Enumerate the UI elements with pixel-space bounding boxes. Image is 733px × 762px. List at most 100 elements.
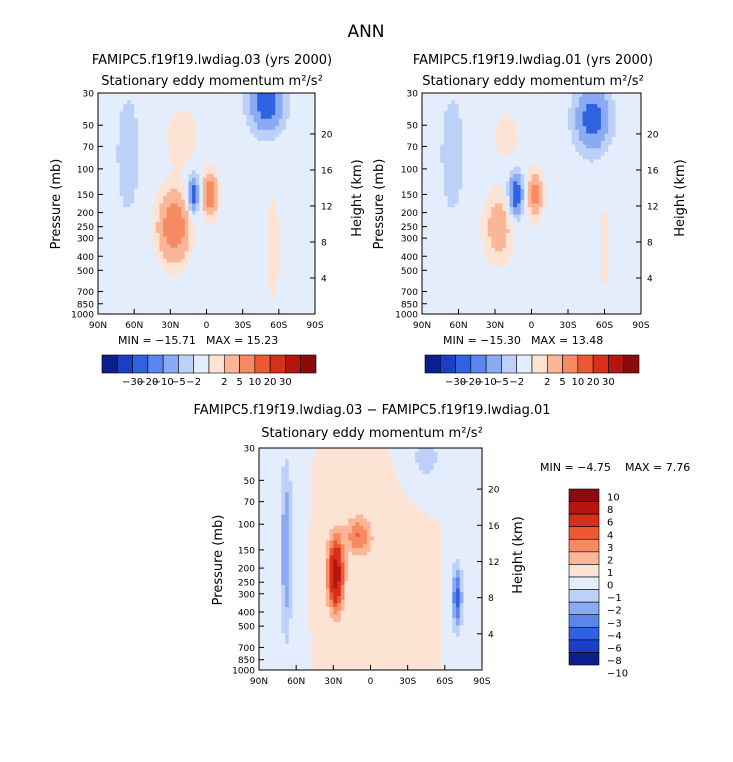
field-cell	[509, 155, 514, 160]
field-cell	[257, 129, 262, 134]
field-cell	[220, 229, 225, 234]
field-cell	[568, 144, 573, 149]
field-cell	[173, 140, 178, 145]
field-cell	[242, 196, 247, 201]
field-cell	[611, 118, 616, 123]
field-cell	[152, 218, 157, 223]
field-cell	[123, 255, 128, 260]
field-cell	[192, 280, 197, 285]
field-cell	[267, 96, 272, 101]
field-cell	[278, 177, 283, 182]
field-cell	[217, 266, 222, 271]
field-cell	[98, 218, 103, 223]
field-cell	[246, 144, 251, 149]
field-cell	[246, 210, 251, 215]
field-cell	[465, 126, 470, 131]
field-cell	[264, 240, 269, 245]
field-cell	[568, 137, 573, 142]
field-cell	[264, 199, 269, 204]
field-cell	[246, 291, 251, 296]
field-cell	[137, 225, 142, 230]
field-cell	[282, 240, 287, 245]
field-cell	[224, 162, 229, 168]
field-cell	[116, 199, 121, 204]
field-cell	[443, 140, 448, 145]
field-cell	[206, 144, 211, 149]
field-cell	[224, 155, 229, 160]
field-cell	[535, 137, 540, 142]
field-cell	[304, 266, 309, 271]
field-cell	[293, 273, 298, 278]
field-cell	[159, 170, 164, 175]
field-cell	[286, 225, 291, 230]
field-cell	[177, 277, 182, 282]
field-cell	[253, 218, 258, 223]
field-cell	[137, 188, 142, 193]
field-cell	[267, 137, 272, 142]
field-cell	[173, 144, 178, 149]
field-cell	[626, 115, 631, 120]
field-cell	[126, 151, 131, 157]
field-cell	[275, 291, 280, 296]
field-cell	[286, 96, 291, 101]
field-cell	[275, 126, 280, 131]
field-cell	[304, 104, 309, 109]
field-cell	[145, 177, 150, 182]
field-cell	[495, 104, 500, 109]
field-cell	[271, 93, 276, 98]
field-cell	[469, 107, 474, 112]
field-cell	[307, 295, 312, 300]
field-cell	[260, 240, 265, 245]
field-cell	[582, 96, 587, 101]
field-cell	[462, 159, 467, 164]
field-cell	[509, 100, 514, 105]
field-cell	[253, 302, 258, 308]
field-cell	[246, 199, 251, 204]
field-cell	[98, 221, 103, 226]
field-cell	[192, 151, 197, 157]
field-cell	[630, 144, 635, 149]
field-cell	[166, 218, 171, 223]
field-cell	[130, 122, 135, 127]
field-cell	[101, 93, 106, 98]
field-cell	[253, 162, 258, 168]
field-cell	[278, 144, 283, 149]
field-cell	[282, 166, 287, 171]
field-cell	[213, 192, 218, 197]
field-cell	[611, 144, 616, 149]
field-cell	[495, 107, 500, 112]
field-cell	[199, 310, 204, 315]
field-cell	[615, 137, 620, 142]
field-cell	[148, 302, 153, 308]
field-cell	[199, 148, 204, 153]
field-cell	[192, 166, 197, 171]
field-cell	[282, 295, 287, 300]
field-cell	[116, 203, 121, 208]
field-cell	[495, 111, 500, 116]
field-cell	[108, 118, 113, 123]
field-cell	[447, 151, 452, 157]
field-cell	[619, 162, 624, 168]
field-cell	[484, 107, 489, 112]
field-cell	[271, 100, 276, 105]
field-cell	[484, 118, 489, 123]
field-cell	[166, 269, 171, 274]
field-cell	[130, 148, 135, 153]
field-cell	[443, 115, 448, 120]
field-cell	[199, 247, 204, 252]
field-cell	[173, 100, 178, 105]
field-cell	[491, 107, 496, 112]
field-cell	[513, 118, 518, 123]
field-cell	[271, 218, 276, 223]
field-cell	[159, 118, 164, 123]
field-cell	[531, 155, 536, 160]
field-cell	[224, 255, 229, 260]
field-cell	[235, 93, 240, 98]
field-cell	[443, 148, 448, 153]
field-cell	[231, 199, 236, 204]
field-cell	[293, 155, 298, 160]
field-cell	[195, 306, 200, 311]
field-cell	[119, 155, 124, 160]
field-cell	[476, 96, 481, 101]
field-cell	[130, 295, 135, 300]
